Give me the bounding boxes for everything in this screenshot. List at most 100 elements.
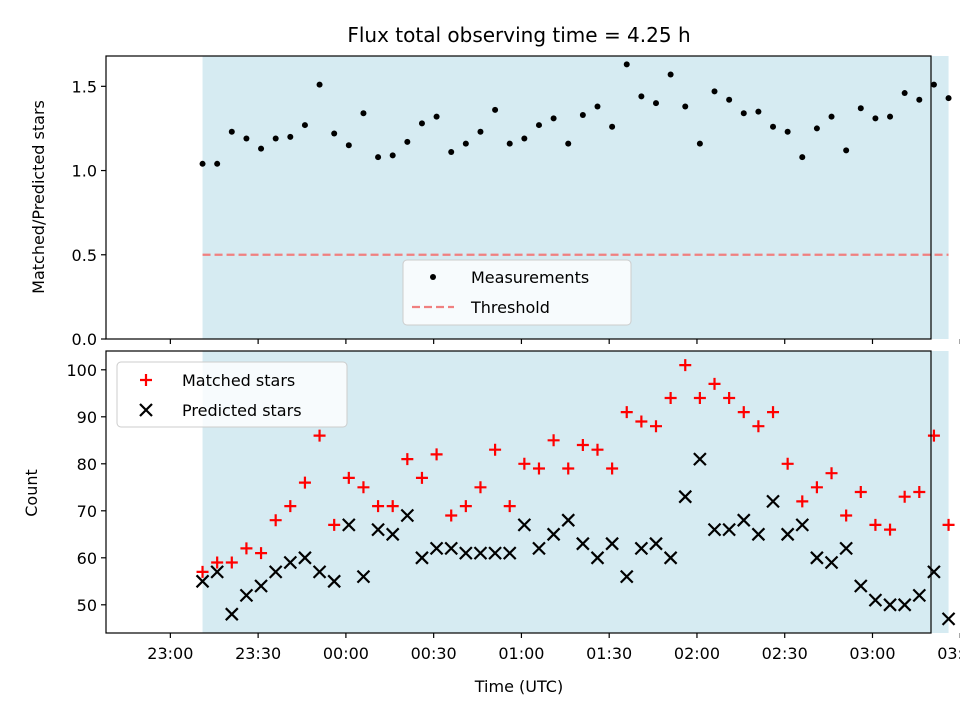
predicted-stars-point xyxy=(736,513,751,527)
predicted-stars-point xyxy=(707,522,722,537)
measurement-point xyxy=(813,125,820,132)
matched-stars-point xyxy=(752,420,765,433)
matched-stars-point xyxy=(810,481,823,494)
matched-stars-point xyxy=(284,500,297,513)
x-tick-label: 02:30 xyxy=(762,644,808,663)
ratio-plot-area xyxy=(199,61,952,256)
predicted-stars-point xyxy=(444,541,458,556)
matched-stars-point xyxy=(737,406,750,419)
measurement-point xyxy=(433,113,440,120)
predicted-stars-point xyxy=(488,546,502,560)
legend-measurements-marker xyxy=(430,274,436,280)
ratio-legend: Measurements Threshold xyxy=(402,259,632,326)
measurement-point xyxy=(199,160,206,167)
measurement-point xyxy=(609,123,616,130)
matched-stars-point xyxy=(532,462,545,475)
measurement-point xyxy=(345,142,352,149)
predicted-stars-point xyxy=(400,508,415,523)
predicted-stars-point xyxy=(912,588,927,603)
measurement-point xyxy=(901,90,908,97)
predicted-stars-point xyxy=(693,452,707,466)
x-axis-label: Time (UTC) xyxy=(474,677,563,696)
measurement-point xyxy=(301,122,308,129)
x-tick-label: 00:00 xyxy=(323,644,369,663)
ratio-panel: 0.0 0.5 1.0 1.5 Matched/Predicted stars Mea… xyxy=(29,55,960,349)
predicted-stars-point xyxy=(268,565,283,579)
matched-stars-point xyxy=(386,500,399,513)
measurement-point xyxy=(360,110,367,117)
predicted-stars-point xyxy=(927,565,941,579)
measurement-point xyxy=(887,113,894,120)
x-tick-label: 23:00 xyxy=(147,644,193,663)
predicted-stars-point xyxy=(502,546,517,560)
matched-stars-point xyxy=(913,486,926,498)
matched-stars-point xyxy=(606,462,619,475)
matched-stars-point xyxy=(767,406,780,419)
matched-stars-point xyxy=(693,392,706,404)
predicted-stars-point xyxy=(342,518,356,532)
predicted-stars-point xyxy=(459,546,473,560)
predicted-stars-point xyxy=(634,541,649,556)
matched-stars-point xyxy=(664,392,677,404)
y-tick-label: 1.5 xyxy=(72,77,97,96)
matched-stars-point xyxy=(708,377,721,390)
matched-stars-point xyxy=(942,518,955,531)
matched-stars-point xyxy=(796,495,809,508)
matched-stars-point xyxy=(342,471,355,484)
counts-legend-box xyxy=(116,361,348,428)
measurement-point xyxy=(872,115,879,122)
matched-stars-point xyxy=(635,415,648,428)
measurement-point xyxy=(857,105,864,112)
measurement-point xyxy=(711,88,718,95)
measurement-point xyxy=(653,100,659,107)
measurement-point xyxy=(331,130,338,137)
predicted-stars-point xyxy=(663,551,678,565)
predicted-stars-point xyxy=(780,527,795,542)
measurement-point xyxy=(930,81,937,88)
counts-panel: 50 60 70 80 90 100 23:00 23:30 00:00 00:30 01:00 0… xyxy=(22,350,960,696)
matched-stars-point xyxy=(328,518,341,531)
legend-matched-marker xyxy=(140,374,152,386)
x-tick-label: 03:30 xyxy=(937,644,960,663)
measurement-point xyxy=(565,140,572,147)
legend-matched-label: Matched stars xyxy=(182,371,295,390)
measurement-point xyxy=(492,106,499,113)
y-tick-label: 0.0 xyxy=(72,330,97,349)
counts-axes-frame xyxy=(105,350,932,634)
matched-stars-point xyxy=(240,542,253,555)
measurement-point xyxy=(418,120,425,127)
matched-stars-point xyxy=(401,453,414,466)
predicted-stars-point xyxy=(517,518,532,532)
predicted-stars-point xyxy=(385,527,400,542)
y-tick-label: 50 xyxy=(77,596,97,615)
measurement-point xyxy=(287,133,294,140)
legend-measurements-label: Measurements xyxy=(471,268,589,287)
matched-stars-point xyxy=(884,523,897,536)
measurement-point xyxy=(682,103,689,110)
predicted-stars-point xyxy=(561,513,576,527)
matched-stars-point xyxy=(225,556,238,569)
predicted-stars-point xyxy=(473,546,488,560)
measurement-point xyxy=(740,110,747,117)
predicted-stars-point xyxy=(824,555,839,570)
matched-stars-point xyxy=(898,490,911,503)
matched-stars-point xyxy=(211,556,224,569)
predicted-stars-point xyxy=(415,551,429,565)
predicted-stars-point xyxy=(283,555,298,570)
predicted-stars-point xyxy=(751,527,766,542)
predicted-stars-point xyxy=(356,569,371,584)
matched-stars-point xyxy=(825,467,838,480)
counts-plot-area xyxy=(195,359,956,626)
measurement-point xyxy=(916,96,923,103)
matched-stars-point xyxy=(313,429,326,442)
legend-threshold-label: Threshold xyxy=(470,298,550,317)
x-tick-label: 03:00 xyxy=(849,644,895,663)
measurement-point xyxy=(726,96,733,103)
predicted-stars-point xyxy=(766,494,780,509)
ratio-y-axis-label: Matched/Predicted stars xyxy=(29,100,48,294)
matched-stars-point xyxy=(547,434,560,447)
measurement-point xyxy=(404,138,411,145)
measurement-point xyxy=(535,122,542,129)
measurement-point xyxy=(843,147,850,154)
